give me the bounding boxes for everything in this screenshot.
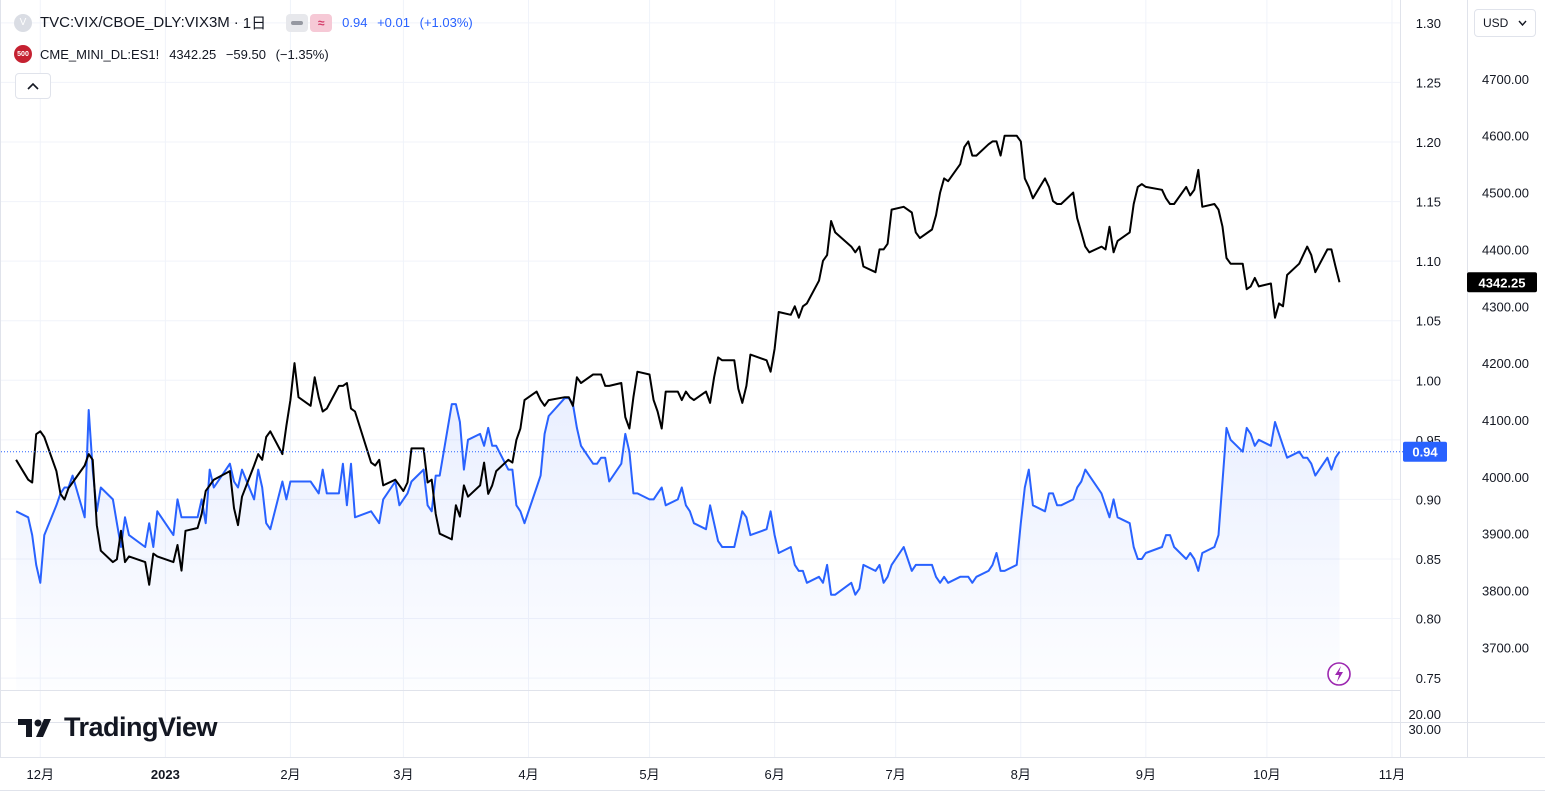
currency-label: USD [1483, 16, 1509, 30]
ratio-scale-label: 0.90 [1416, 492, 1441, 507]
legend-es-symbol[interactable]: CME_MINI_DL:ES1! [40, 46, 160, 62]
time-axis-label: 7月 [886, 767, 906, 782]
lower-pane-scale-label: 20.00 [1408, 707, 1441, 722]
ratio-series-line[interactable] [15, 397, 1341, 596]
time-axis-label: 9月 [1136, 767, 1156, 782]
lightning-icon[interactable] [1327, 662, 1351, 686]
ratio-scale-label: 1.00 [1416, 373, 1441, 388]
es-scale-label: 4300.00 [1482, 299, 1529, 314]
legend-change-pct: (+1.03%) [419, 15, 473, 30]
legend-es-change: −59.50 [225, 46, 266, 62]
ratio-scale-label: 1.25 [1416, 75, 1441, 90]
ratio-last-label: 0.94 [1412, 445, 1438, 460]
es-scale-label: 4600.00 [1482, 129, 1529, 144]
pane-separator [0, 722, 1545, 723]
legend-es-values: 4342.25 −59.50 (−1.35%) [169, 47, 335, 62]
time-axis-label: 5月 [639, 767, 659, 782]
legend-es-series[interactable]: 500 CME_MINI_DL:ES1! 4342.25 −59.50 (−1.… [14, 45, 335, 63]
chevron-down-icon [1518, 20, 1527, 26]
es-scale-label: 4400.00 [1482, 242, 1529, 257]
legend-values: 0.94 +0.01 (+1.03%) [342, 15, 479, 30]
tradingview-logo-icon [18, 718, 51, 737]
es-scale-label: 4500.00 [1482, 186, 1529, 201]
compare-icon[interactable]: ≈ [310, 13, 333, 32]
minus-icon[interactable] [286, 13, 309, 32]
es-last-label: 4342.25 [1479, 275, 1526, 290]
ratio-scale-label: 0.85 [1416, 552, 1441, 567]
legend-es-last: 4342.25 [169, 46, 217, 62]
time-axis-label: 10月 [1253, 767, 1280, 782]
left-border [0, 0, 1, 757]
time-axis-label: 11月 [1379, 767, 1406, 782]
time-axis-label: 3月 [393, 767, 413, 782]
price-markers: 0.94 4342.25 [1, 272, 1537, 462]
es-badge-icon: 500 [14, 45, 32, 63]
lower-pane-scale-label: 30.00 [1408, 722, 1441, 737]
es-scale-label: 4000.00 [1482, 470, 1529, 485]
chevron-up-icon [27, 82, 39, 90]
es-scale-label: 4100.00 [1482, 413, 1529, 428]
time-axis-label: 4月 [518, 767, 538, 782]
es-scale-label: 3800.00 [1482, 584, 1529, 599]
es-scale-label: 4700.00 [1482, 72, 1529, 87]
legend-es-change-pct: (−1.35%) [275, 46, 329, 62]
es-last-badge [1467, 272, 1537, 293]
es-scale-label: 3700.00 [1482, 640, 1529, 655]
time-axis-border [0, 757, 1545, 758]
es-series-line[interactable] [15, 134, 1341, 586]
logo-text: TradingView [64, 712, 218, 742]
tradingview-logo: TradingView [18, 712, 218, 743]
ratio-area [16, 398, 1340, 690]
legend-change: +0.01 [377, 15, 410, 30]
ratio-scale-label: 0.75 [1416, 671, 1441, 686]
collapse-legend-button[interactable] [15, 73, 51, 99]
ratio-area-fill [16, 398, 1340, 690]
legend-symbol[interactable]: TVC:VIX/CBOE_DLY:VIX3M [40, 14, 230, 31]
main-pane-bottom [0, 690, 1400, 691]
tick-labels: 1.301.251.201.151.101.051.000.950.900.85… [27, 15, 1529, 782]
series-lines[interactable] [15, 134, 1341, 596]
currency-select[interactable]: USD [1474, 9, 1536, 37]
bottom-border [0, 790, 1545, 791]
ratio-scale-label: 1.30 [1416, 16, 1441, 31]
right-scale-divider [1467, 0, 1468, 757]
legend-last: 0.94 [342, 15, 368, 30]
ratio-scale-label: 0.80 [1416, 612, 1441, 627]
es-scale-label: 3900.00 [1482, 527, 1529, 542]
ratio-scale-label: 1.10 [1416, 254, 1441, 269]
time-axis-label: 8月 [1011, 767, 1031, 782]
time-axis-label: 2023 [151, 767, 180, 782]
ratio-scale-label: 1.20 [1416, 135, 1441, 150]
ratio-last-badge [1403, 441, 1447, 462]
time-axis-label: 2月 [280, 767, 300, 782]
ratio-scale-label: 1.15 [1416, 195, 1441, 210]
symbol-badge-icon: V [14, 13, 32, 32]
time-axis-label: 12月 [27, 767, 54, 782]
legend-separator: · [233, 14, 239, 31]
right-pane-divider [1400, 0, 1401, 757]
legend-main-series[interactable]: V TVC:VIX/CBOE_DLY:VIX3M · 1日 ≈ 0.94 +0.… [14, 12, 479, 33]
ratio-scale-label: 1.05 [1416, 314, 1441, 329]
time-axis-label: 6月 [765, 767, 785, 782]
es-scale-label: 4200.00 [1482, 356, 1529, 371]
legend-interval[interactable]: 1日 [242, 15, 267, 32]
